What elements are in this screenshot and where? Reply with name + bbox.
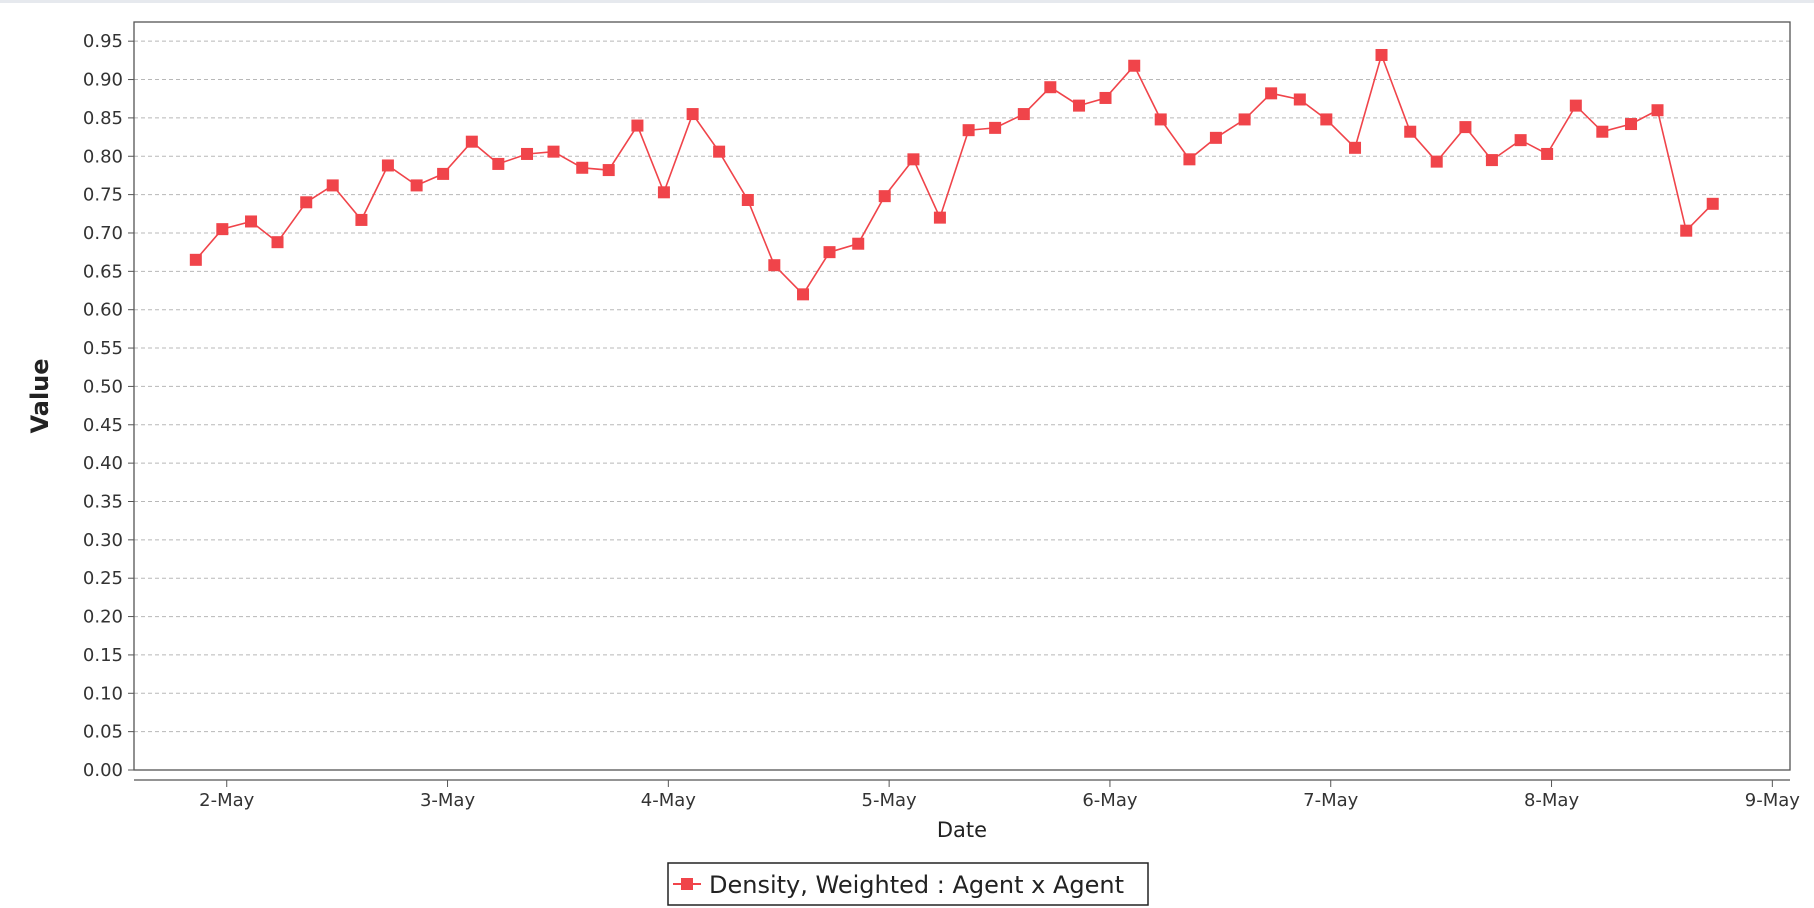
data-point xyxy=(300,196,313,209)
y-tick-label: 0.25 xyxy=(83,568,123,589)
y-tick-label: 0.30 xyxy=(83,530,123,551)
legend-box xyxy=(667,862,1149,906)
data-point xyxy=(1459,121,1472,134)
data-point xyxy=(852,237,865,250)
x-tick-label: 4-May xyxy=(641,790,697,811)
data-point xyxy=(1651,104,1664,117)
data-point xyxy=(768,259,781,272)
data-point xyxy=(1209,131,1222,144)
data-point xyxy=(521,147,534,160)
data-point xyxy=(1706,197,1719,210)
data-point xyxy=(741,193,754,206)
data-point xyxy=(878,190,891,203)
x-tick-label: 2-May xyxy=(199,790,255,811)
gridlines xyxy=(134,40,1790,733)
data-point xyxy=(326,179,339,192)
y-tick-label: 0.65 xyxy=(83,261,123,282)
y-tick-label: 0.00 xyxy=(83,760,123,781)
data-point xyxy=(1265,87,1278,100)
y-tick-label: 0.95 xyxy=(83,31,123,52)
data-point xyxy=(602,164,615,177)
data-point xyxy=(1349,141,1362,154)
data-series xyxy=(189,48,1719,301)
data-point xyxy=(1154,113,1167,126)
data-point xyxy=(631,119,644,132)
data-point xyxy=(1485,154,1498,167)
data-point xyxy=(989,121,1002,134)
data-point xyxy=(713,145,726,158)
data-point xyxy=(355,213,368,226)
data-point xyxy=(1541,147,1554,160)
y-tick-label: 0.50 xyxy=(83,376,123,397)
data-point xyxy=(1680,224,1693,237)
data-point xyxy=(1320,113,1333,126)
data-point xyxy=(1625,118,1638,131)
data-point xyxy=(1375,48,1388,61)
data-point xyxy=(933,211,946,224)
data-point xyxy=(823,246,836,259)
y-tick-label: 0.45 xyxy=(83,415,123,436)
y-tick-label: 0.75 xyxy=(83,185,123,206)
y-tick-label: 0.10 xyxy=(83,683,123,704)
data-point xyxy=(1017,108,1030,121)
y-axis: 0.00 0.05 0.10 0.15 0.20 0.25 0.30 0.35 0.40 0.45… xyxy=(83,31,134,781)
y-tick-label: 0.60 xyxy=(83,300,123,321)
x-tick-label: 7-May xyxy=(1303,790,1359,811)
data-point xyxy=(492,157,505,170)
y-tick-label: 0.70 xyxy=(83,223,123,244)
x-tick-label: 6-May xyxy=(1082,790,1138,811)
data-point xyxy=(962,124,975,137)
data-point xyxy=(1128,59,1141,72)
data-point xyxy=(381,159,394,172)
data-point xyxy=(216,223,229,236)
data-point xyxy=(437,167,450,180)
data-point xyxy=(1293,93,1306,106)
data-point xyxy=(465,135,478,148)
y-tick-label: 0.40 xyxy=(83,453,123,474)
y-tick-label: 0.55 xyxy=(83,338,123,359)
data-point xyxy=(547,145,560,158)
legend-marker-swatch xyxy=(681,878,693,890)
x-tick-label: 9-May xyxy=(1745,790,1801,811)
y-axis-title: Value xyxy=(26,358,54,433)
y-tick-label: 0.85 xyxy=(83,108,123,129)
data-point xyxy=(1183,153,1196,166)
x-tick-label: 8-May xyxy=(1524,790,1580,811)
data-point xyxy=(189,253,202,266)
data-point xyxy=(1073,99,1086,112)
series-line xyxy=(195,52,1714,296)
y-tick-label: 0.05 xyxy=(83,722,123,743)
data-point xyxy=(1569,99,1582,112)
x-tick-label: 5-May xyxy=(862,790,918,811)
legend-label: Density, Weighted : Agent x Agent xyxy=(709,871,1124,899)
data-point xyxy=(1044,81,1057,94)
data-point xyxy=(1514,134,1527,147)
y-tick-label: 0.80 xyxy=(83,146,123,167)
y-tick-label: 0.20 xyxy=(83,607,123,628)
data-point xyxy=(1238,113,1251,126)
y-tick-label: 0.15 xyxy=(83,645,123,666)
data-point xyxy=(271,236,284,249)
data-point xyxy=(245,215,258,228)
y-tick-label: 0.35 xyxy=(83,491,123,512)
data-point xyxy=(686,108,699,121)
data-point xyxy=(907,153,920,166)
data-point xyxy=(1404,125,1417,138)
x-axis-title: Date xyxy=(937,818,987,842)
data-point xyxy=(1099,91,1112,104)
top-border-strip xyxy=(0,0,1814,3)
data-point xyxy=(657,186,670,199)
data-point xyxy=(797,288,810,301)
x-tick-label: 3-May xyxy=(420,790,476,811)
plot-area xyxy=(133,21,1791,771)
data-point xyxy=(576,161,589,174)
y-tick-label: 0.90 xyxy=(83,70,123,91)
data-point xyxy=(1596,125,1609,138)
x-axis: 2-May 3-May 4-May 5-May 6-May 7-May 8-May 9-May xyxy=(134,779,1801,811)
legend: Density, Weighted : Agent x Agent xyxy=(667,862,1149,906)
data-point xyxy=(1430,155,1443,168)
data-point xyxy=(410,179,423,192)
